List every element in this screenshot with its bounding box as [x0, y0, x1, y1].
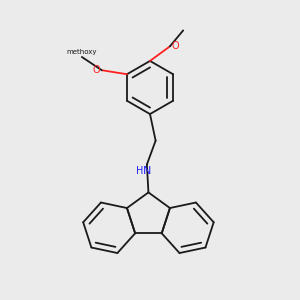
Text: N: N [143, 166, 152, 176]
Text: H: H [136, 166, 144, 176]
Text: methoxy: methoxy [66, 49, 97, 55]
Text: O: O [93, 65, 100, 75]
Text: O: O [171, 41, 179, 51]
